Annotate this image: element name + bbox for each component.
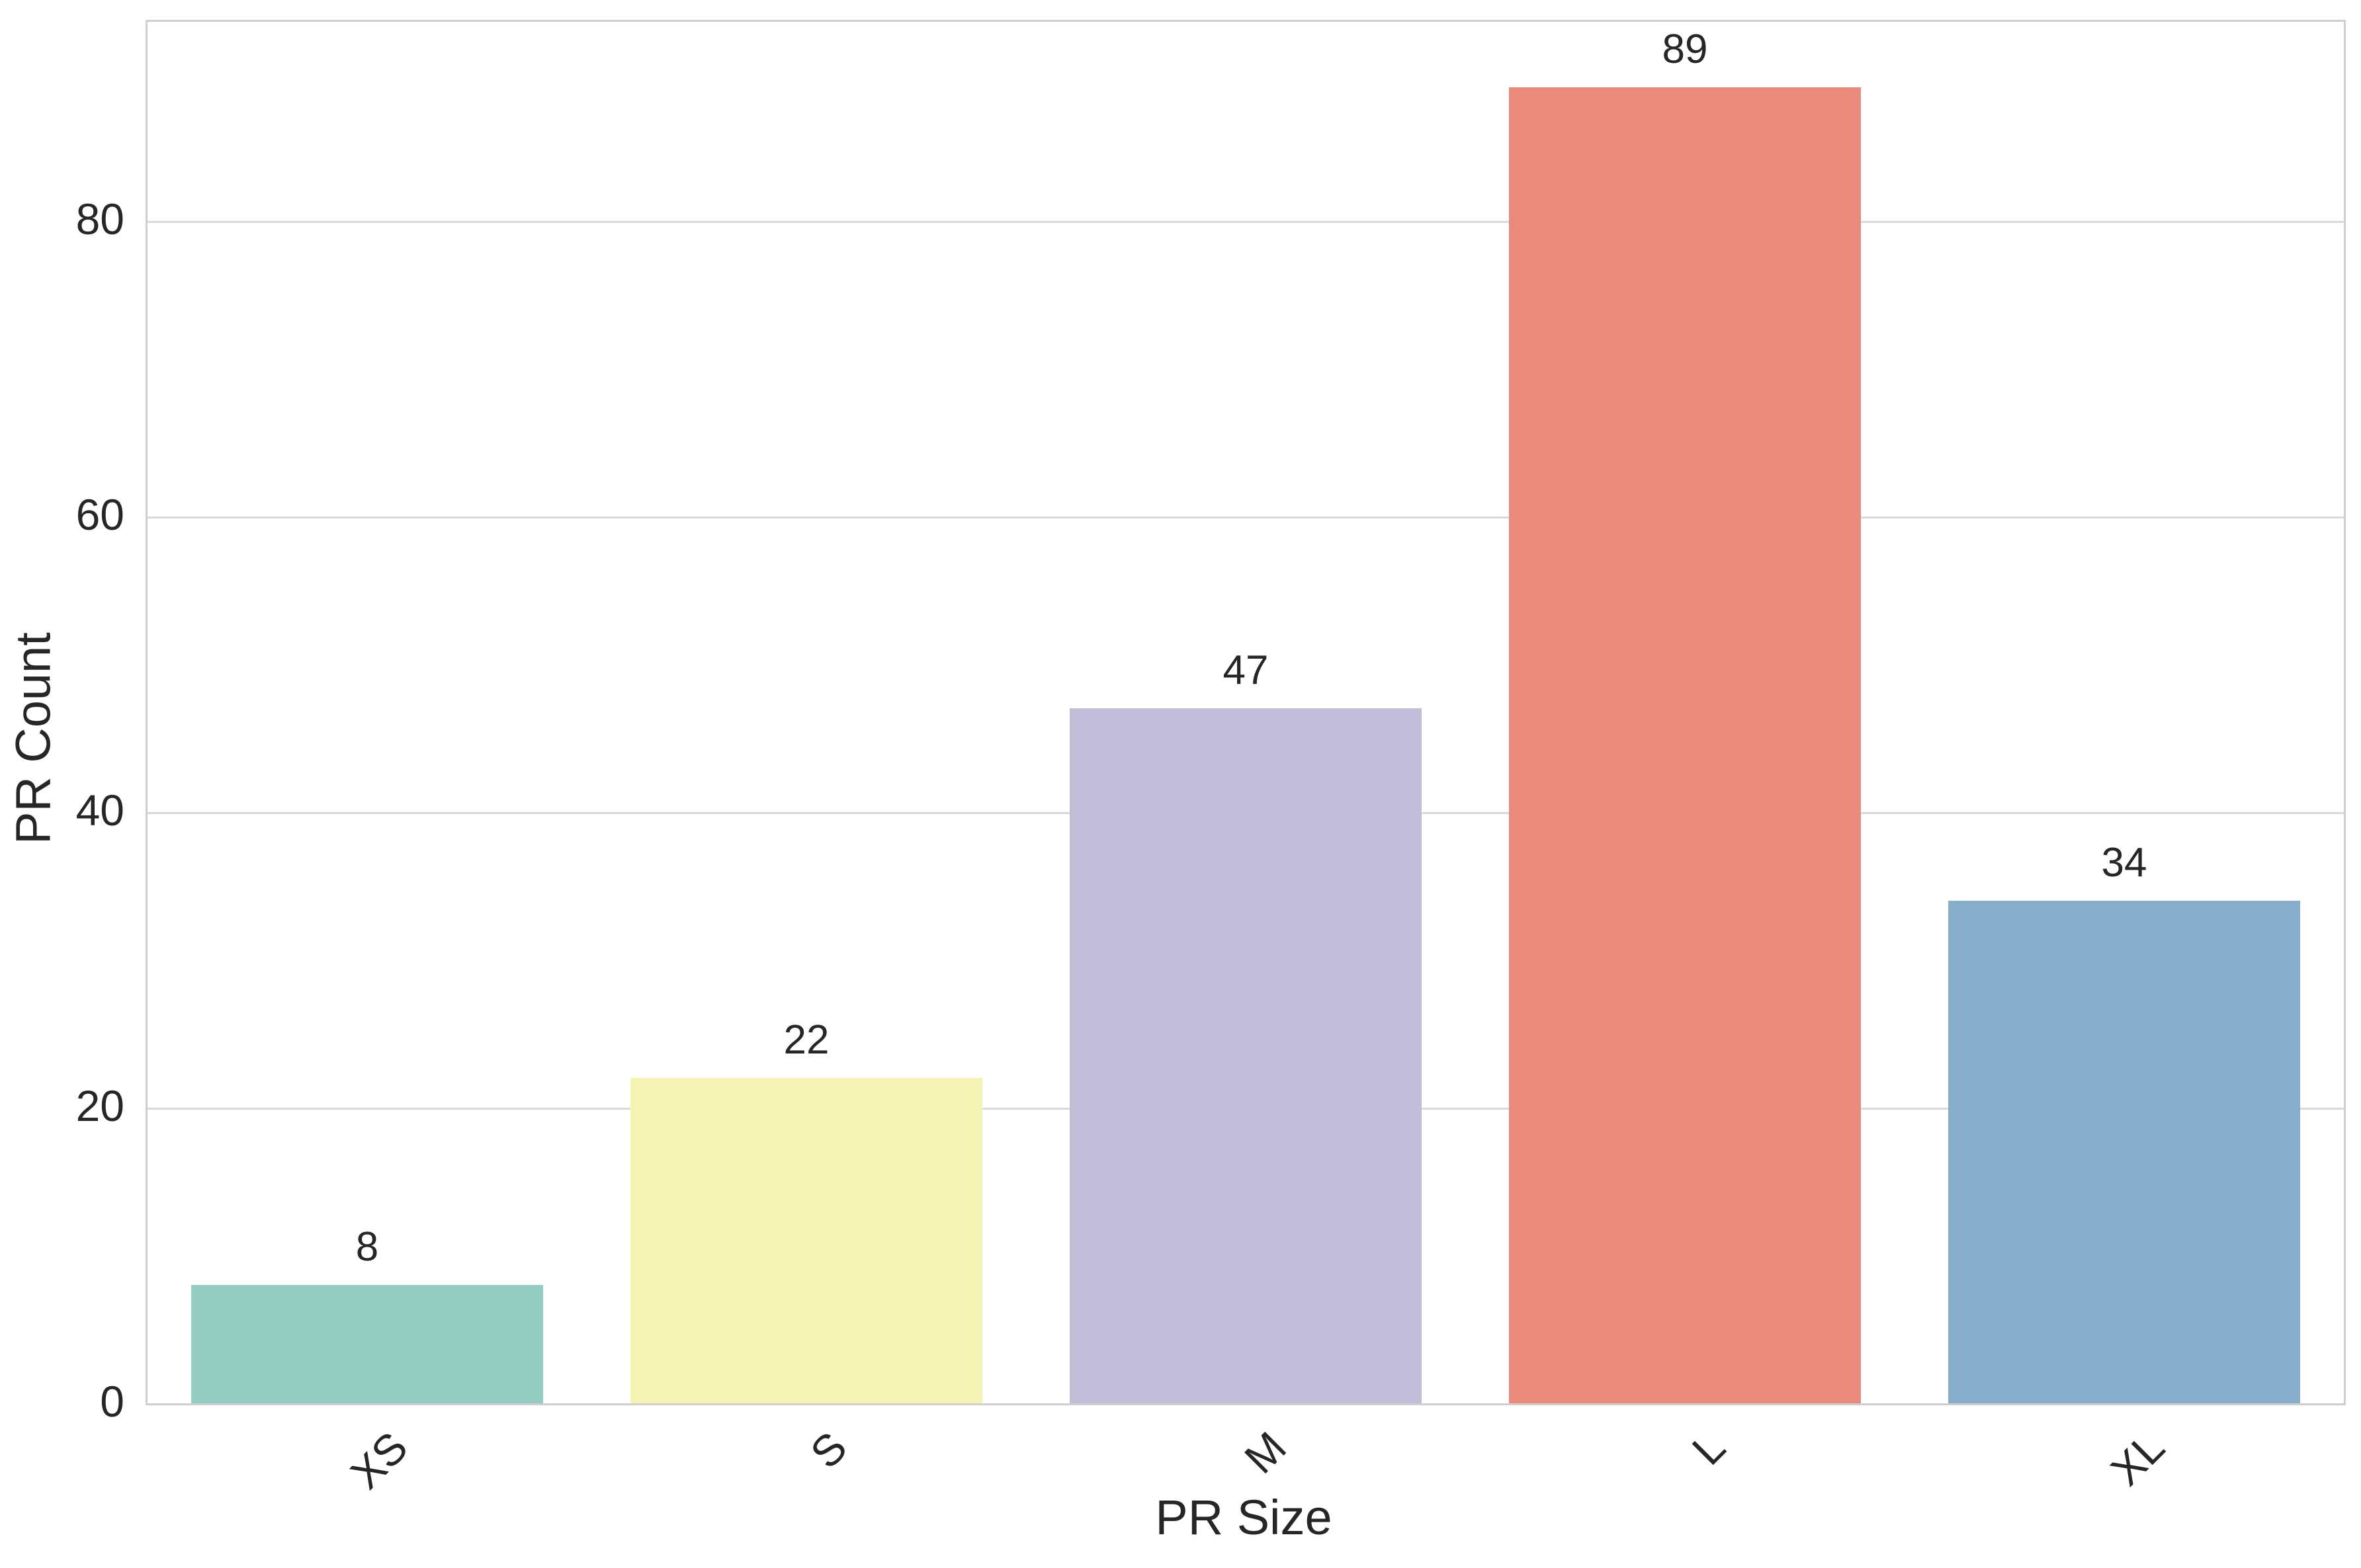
bar-xl: [1948, 900, 2300, 1403]
xtick-label-m: M: [1234, 1422, 1296, 1483]
xtick-label-s: S: [800, 1422, 857, 1478]
bar-value-label-m: 47: [1223, 647, 1269, 694]
y-axis-title: PR Count: [5, 632, 61, 845]
bar-m: [1070, 708, 1422, 1403]
bar-value-label-s: 22: [783, 1017, 830, 1063]
bar-l: [1509, 87, 1861, 1403]
bar-s: [630, 1078, 982, 1403]
ytick-label-0: 0: [100, 1377, 124, 1426]
ytick-label-20: 20: [75, 1081, 124, 1130]
gridline-y-80: [148, 220, 2344, 223]
xtick-label-xs: XS: [341, 1422, 417, 1499]
bar-xs: [191, 1285, 543, 1403]
ytick-label-60: 60: [75, 489, 124, 539]
xtick-label-l: L: [1682, 1422, 1735, 1474]
ytick-label-80: 80: [75, 194, 124, 243]
bar-value-label-xl: 34: [2101, 839, 2147, 886]
xtick-label-xl: XL: [2101, 1422, 2174, 1495]
bar-value-label-xs: 8: [355, 1224, 379, 1270]
bar-value-label-l: 89: [1662, 26, 1708, 73]
plot-area: 8 22 47 89 34: [146, 20, 2346, 1405]
gridline-y-60: [148, 516, 2344, 518]
ytick-label-40: 40: [75, 785, 124, 835]
x-axis-title: PR Size: [1155, 1490, 1332, 1545]
